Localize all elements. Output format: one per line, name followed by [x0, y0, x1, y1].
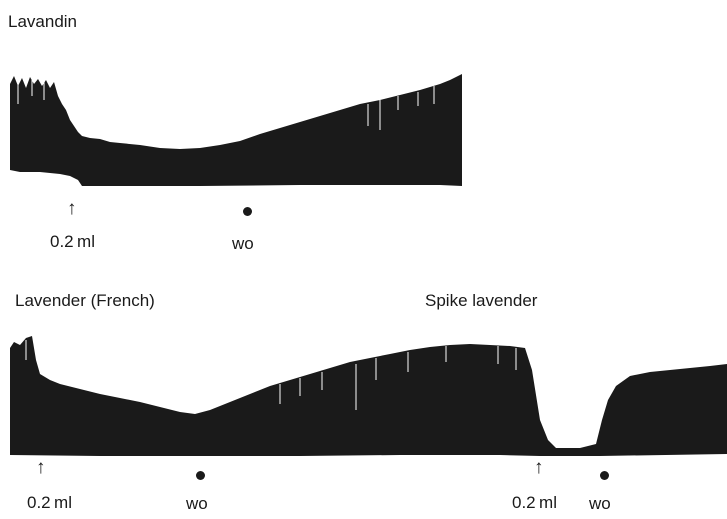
up-arrow-icon: ↑ — [67, 198, 77, 219]
lavender-spike-trace — [10, 336, 727, 456]
dot-icon — [243, 207, 252, 216]
spike-lavender-title: Spike lavender — [425, 291, 538, 310]
spike-washout-label: wo — [589, 494, 611, 513]
lavandin-trace — [10, 74, 462, 186]
dot-icon — [600, 471, 609, 480]
lavandin-spikes — [17, 80, 435, 130]
up-arrow-icon: ↑ — [36, 457, 46, 478]
lavender-dose-label: 0.2 ml — [27, 493, 72, 512]
lavandin-washout-label: wo — [232, 234, 254, 253]
up-arrow-icon: ↑ — [534, 457, 544, 478]
lavandin-title: Lavandin — [8, 12, 78, 31]
lavender-washout-label: wo — [186, 494, 208, 513]
lavandin-dose-label: 0.2 ml — [50, 232, 95, 251]
spike-dose-label: 0.2 ml — [512, 493, 557, 512]
lavender-spikes — [25, 340, 517, 410]
lavender-french-title: Lavender (French) — [15, 291, 155, 310]
dot-icon — [196, 471, 205, 480]
